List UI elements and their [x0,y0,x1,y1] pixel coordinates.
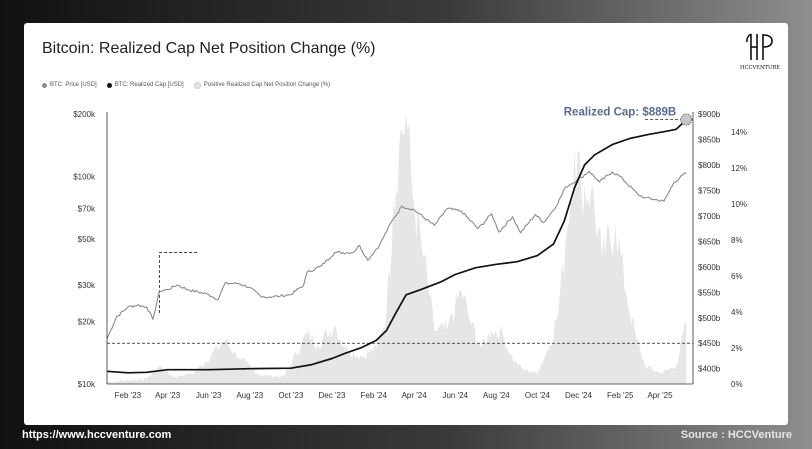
y-right1-tick-label: $750b [698,186,721,195]
axes-layer: $200k $100k $70k $50k $30k $20k $10k $900b $850b… [73,110,747,400]
x-tick-label: Dec '24 [565,391,592,400]
price-line [106,170,687,340]
logo-text: HCCVENTURE [740,65,780,71]
y-right2-tick-label: 8% [731,236,743,245]
y-left-tick-label: $200k [73,110,96,119]
x-tick-label: Feb '24 [361,391,388,400]
legend-label-realized-cap: BTC: Realized Cap [USD] [114,82,184,88]
y-right1-tick-label: $550b [698,288,721,297]
y-right1-tick-label: $700b [698,212,721,221]
y-left-tick-label: $10k [78,380,96,389]
realized-cap-marker [680,113,693,126]
legend-item-position-change[interactable]: Positive Realized Cap Net Position Chang… [193,81,331,89]
y-right1-tick-label: $600b [698,263,721,272]
series-lines-layer [106,118,687,374]
x-tick-label: Oct '23 [278,391,304,400]
y-right2-tick-label: 2% [731,344,743,353]
x-tick-label: Apr '23 [155,391,181,400]
y-right2-tick-label: 14% [731,128,747,137]
x-tick-label: Jun '23 [196,391,222,400]
footer-source: Source : HCCVenture [680,429,792,441]
x-tick-label: Jun '24 [442,391,468,400]
realized-cap-annotation: Realized Cap: $889B [564,107,677,119]
y-right2-tick-label: 6% [731,272,743,281]
legend-item-realized-cap[interactable]: BTC: Realized Cap [USD] [106,82,184,88]
y-left-tick-label: $30k [78,281,96,290]
y-right1-tick-label: $450b [698,339,721,348]
y-right2-tick-label: 10% [731,200,747,209]
chart-card: Bitcoin: Realized Cap Net Position Chang… [24,23,788,425]
legend-label-position-change: Positive Realized Cap Net Position Chang… [203,82,331,88]
y-right1-tick-label: $850b [698,135,721,144]
price-bracket-line [159,252,198,313]
realized-cap-line [106,118,687,374]
footer-url[interactable]: https://www.hccventure.com [22,429,172,441]
x-tick-label: Apr '24 [402,391,428,400]
x-tick-label: Aug '24 [483,391,510,400]
x-tick-label: Feb '23 [115,391,142,400]
y-left-tick-label: $20k [78,318,96,327]
chart-legend: BTC: Price [USD] BTC: Realized Cap [USD]… [42,79,330,91]
hcc-monogram-icon: HCCVENTURE [740,33,780,71]
y-right1-tick-label: $800b [698,161,721,170]
x-tick-label: Oct '24 [525,391,551,400]
annotation-layer: Realized Cap: $889B [564,107,693,126]
x-tick-label: Feb '25 [607,391,634,400]
legend-label-price: BTC: Price [USD] [50,82,97,88]
position-change-area [107,114,687,384]
chart-title: Bitcoin: Realized Cap Net Position Chang… [42,40,376,57]
y-right1-tick-label: $400b [698,365,721,374]
y-left-tick-label: $50k [78,235,96,244]
y-right2-tick-label: 0% [731,380,743,389]
y-right1-tick-label: $900b [698,110,721,119]
legend-swatch-price [42,82,47,88]
x-tick-label: Dec '23 [319,391,346,400]
y-right1-tick-label: $500b [698,314,721,323]
y-right1-tick-label: $650b [698,237,721,246]
y-right2-tick-label: 4% [731,308,743,317]
x-tick-label: Apr '25 [647,391,673,400]
y-right2-tick-label: 12% [731,164,747,173]
legend-swatch-position-change [193,81,201,89]
position-change-area-layer [107,114,687,384]
y-left-tick-label: $70k [78,205,96,214]
y-left-tick-label: $100k [73,172,96,181]
chart-plot: $200k $100k $70k $50k $30k $20k $10k $900b $850b… [73,107,747,400]
legend-swatch-realized-cap [106,82,112,88]
x-tick-label: Aug '23 [236,391,263,400]
legend-item-price[interactable]: BTC: Price [USD] [42,82,97,88]
